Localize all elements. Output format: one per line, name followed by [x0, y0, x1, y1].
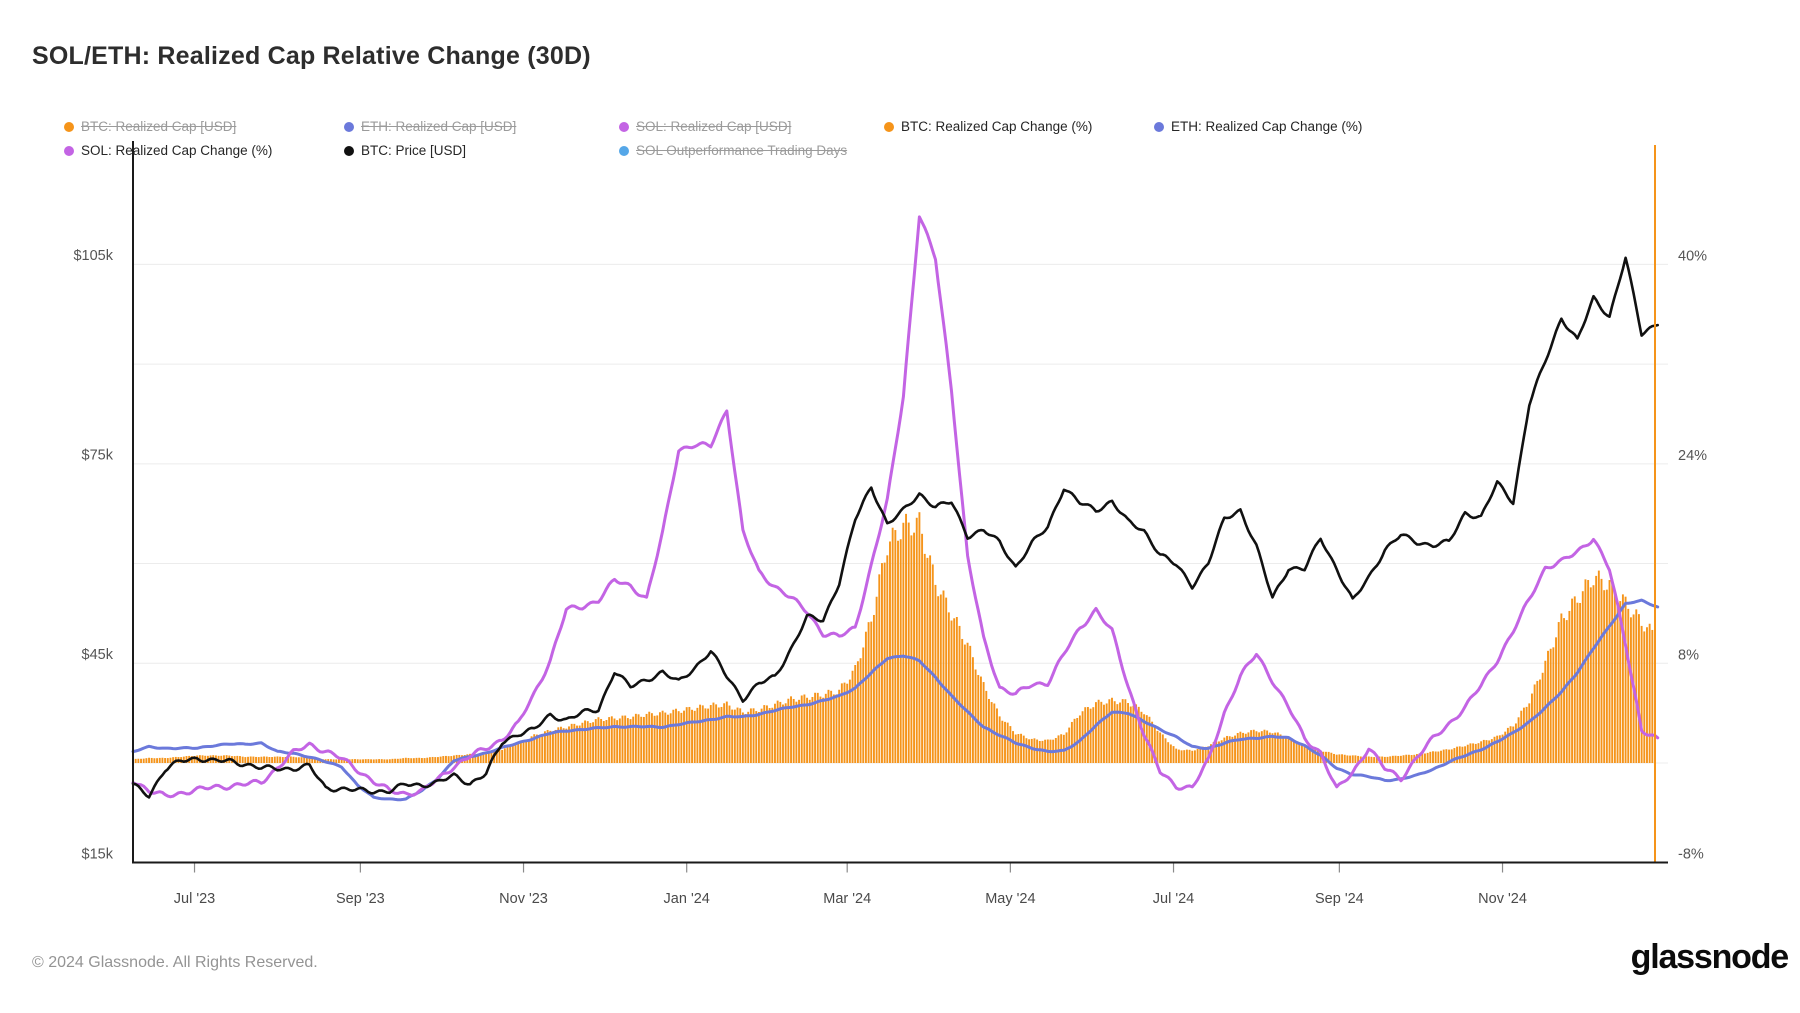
legend-dot-icon [619, 121, 629, 132]
svg-text:Nov '24: Nov '24 [1478, 891, 1527, 907]
legend-dot-icon [344, 121, 354, 132]
svg-text:Nov '23: Nov '23 [499, 891, 548, 907]
legend-dot-icon [619, 145, 629, 156]
axes [132, 141, 1668, 864]
glassnode-logo: glassnode [1630, 938, 1790, 976]
legend-item-4[interactable]: ETH: Realized Cap Change (%) [1154, 119, 1362, 134]
svg-text:40%: 40% [1678, 248, 1707, 264]
legend-dot-icon [344, 145, 354, 156]
svg-text:$105k: $105k [73, 248, 113, 264]
legend-item-5[interactable]: SOL: Realized Cap Change (%) [64, 143, 344, 158]
page-title: SOL/ETH: Realized Cap Relative Change (3… [32, 42, 591, 70]
legend-item-label: ETH: Realized Cap [USD] [361, 119, 517, 134]
legend-item-1[interactable]: ETH: Realized Cap [USD] [344, 119, 619, 134]
legend-item-6[interactable]: BTC: Price [USD] [344, 143, 619, 158]
legend-item-label: SOL: Realized Cap Change (%) [81, 143, 273, 158]
svg-text:Jan '24: Jan '24 [664, 891, 710, 907]
legend-item-2[interactable]: SOL: Realized Cap [USD] [619, 119, 884, 134]
svg-text:24%: 24% [1678, 448, 1707, 464]
legend-item-label: SOL Outperformance Trading Days [636, 143, 848, 158]
legend-item-label: ETH: Realized Cap Change (%) [1171, 119, 1363, 134]
copyright-text: © 2024 Glassnode. All Rights Reserved. [32, 954, 318, 971]
btc-realized-cap-change-bars [132, 512, 1654, 763]
svg-text:$75k: $75k [82, 447, 114, 463]
legend-item-0[interactable]: BTC: Realized Cap [USD] [64, 119, 344, 134]
svg-text:May '24: May '24 [985, 891, 1035, 907]
x-axis-labels: Jul '23 Sep '23 Nov '23 Jan '24 Mar '24 May '… [174, 863, 1527, 907]
svg-text:Sep '23: Sep '23 [336, 891, 385, 907]
legend-item-label: SOL: Realized Cap [USD] [636, 119, 792, 134]
y-axis-right-labels: 40% 24% 8% -8% [1678, 248, 1707, 862]
btc-price-line [131, 256, 1659, 799]
legend-item-7[interactable]: SOL Outperformance Trading Days [619, 143, 884, 158]
legend-dot-icon [64, 121, 74, 132]
sol-realized-cap-change-line [131, 215, 1660, 799]
svg-text:Jul '24: Jul '24 [1153, 891, 1194, 907]
y-axis-left-labels: $105k $75k $45k $15k [73, 248, 113, 863]
legend-item-label: BTC: Price [USD] [361, 143, 467, 158]
legend-item-label: BTC: Realized Cap [USD] [81, 119, 237, 134]
legend-dot-icon [1154, 121, 1164, 132]
svg-text:$15k: $15k [82, 847, 114, 863]
svg-text:-8%: -8% [1678, 847, 1704, 863]
svg-text:$45k: $45k [82, 647, 114, 663]
svg-text:Sep '24: Sep '24 [1315, 891, 1364, 907]
legend-dot-icon [884, 121, 894, 132]
legend-dot-icon [64, 145, 74, 156]
legend-item-label: BTC: Realized Cap Change (%) [901, 119, 1093, 134]
legend-item-3[interactable]: BTC: Realized Cap Change (%) [884, 119, 1154, 134]
legend: BTC: Realized Cap [USD] ETH: Realized Cap… [64, 119, 1362, 158]
svg-text:8%: 8% [1678, 647, 1699, 663]
svg-text:Mar '24: Mar '24 [823, 891, 871, 907]
svg-text:Jul '23: Jul '23 [174, 891, 215, 907]
